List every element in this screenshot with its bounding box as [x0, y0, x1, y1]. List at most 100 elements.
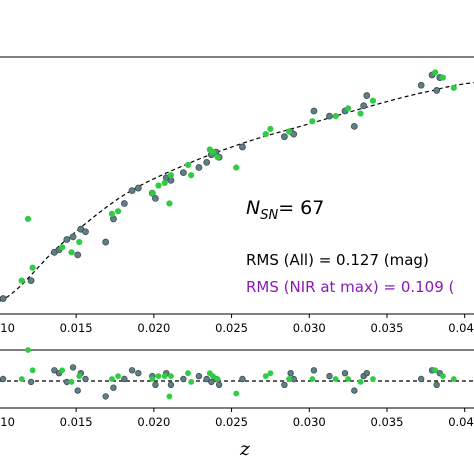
main-x-tick-label: 0.025 — [215, 321, 248, 335]
gray-data-point — [326, 112, 333, 120]
green-data-point — [345, 105, 352, 112]
gray-residual-point — [27, 378, 35, 386]
green-residual-point — [440, 373, 446, 379]
green-data-point — [155, 182, 162, 189]
gray-residual-point — [417, 375, 425, 383]
main-x-tick-labels: 0.010 0.015 0.020 0.025 0.030 0.035 0.040 — [0, 321, 474, 335]
gray-data-point — [102, 238, 110, 246]
gray-residual-point — [195, 372, 203, 380]
green-data-point — [432, 69, 439, 76]
annotations: NSN= 67 RMS (All) = 0.127 (mag) RMS (NIR… — [246, 197, 454, 296]
green-residual-point — [18, 376, 25, 382]
green-residual-point — [68, 379, 75, 385]
green-residual-point — [432, 367, 439, 374]
gray-data-point — [363, 92, 371, 99]
green-residual-point — [370, 376, 376, 382]
residual-x-tick-label: 0.040 — [448, 415, 474, 429]
green-residual-point — [59, 367, 66, 374]
gray-data-point — [433, 87, 441, 94]
green-data-point — [209, 148, 217, 156]
residual-panel — [0, 347, 474, 412]
gray-residual-point — [69, 364, 77, 371]
main-x-tick-label: 0.035 — [371, 321, 404, 335]
gray-data-point — [120, 200, 128, 207]
gray-residual-point — [135, 370, 142, 377]
green-residual-point — [450, 376, 457, 382]
green-data-point — [167, 172, 175, 179]
green-residual-point — [166, 393, 173, 400]
green-data-point — [214, 154, 221, 161]
gray-data-point — [152, 194, 159, 202]
green-data-point — [369, 97, 377, 104]
green-residual-point — [262, 373, 269, 379]
green-data-point — [149, 190, 156, 197]
n-sn-value: = 67 — [278, 197, 324, 219]
gray-data-point — [63, 236, 71, 243]
main-points — [0, 69, 457, 302]
main-panel — [0, 56, 474, 318]
gray-residual-point — [180, 375, 187, 383]
green-data-point — [166, 200, 173, 207]
green-data-point — [24, 215, 32, 223]
n-sn-symbol: N — [246, 197, 260, 219]
gray-residual-point — [281, 381, 288, 388]
green-residual-point — [267, 370, 274, 377]
green-residual-point — [168, 373, 174, 379]
main-x-tick-label: 0.020 — [137, 321, 170, 335]
green-data-point — [233, 164, 240, 171]
green-residual-point — [25, 347, 31, 353]
residual-x-tick-labels: 0.010 0.015 0.020 0.025 0.030 0.035 0.040 — [0, 415, 474, 429]
green-residual-point — [233, 390, 240, 397]
gray-data-point — [134, 184, 142, 192]
gray-data-point — [69, 233, 77, 241]
gray-data-point — [0, 295, 7, 302]
green-data-point — [450, 84, 457, 91]
gray-residual-point — [433, 381, 440, 388]
gray-residual-point — [341, 370, 349, 377]
gray-data-point — [179, 169, 187, 177]
gray-data-point — [128, 187, 136, 195]
n-sn-subscript: SN — [260, 208, 278, 223]
green-data-point — [267, 125, 274, 133]
green-residual-point — [29, 367, 36, 374]
green-residual-point — [76, 373, 83, 379]
gray-residual-point — [351, 387, 358, 394]
green-data-point — [357, 110, 364, 117]
gray-residual-point — [203, 375, 210, 383]
green-residual-point — [109, 376, 115, 382]
green-data-point — [68, 249, 75, 256]
main-plot-area — [0, 56, 474, 315]
residual-x-tick-label: 0.025 — [215, 415, 248, 429]
residual-x-tick-label: 0.030 — [293, 415, 326, 429]
green-residual-point — [345, 376, 352, 382]
gray-residual-point — [110, 384, 117, 391]
green-data-point — [309, 118, 316, 125]
gray-residual-point — [74, 387, 81, 394]
gray-residual-point — [51, 367, 58, 374]
gray-data-point — [417, 81, 425, 89]
green-residual-point — [161, 373, 168, 379]
green-residual-point — [332, 376, 339, 382]
gray-residual-point — [239, 375, 246, 383]
rms-nir-annotation: RMS (NIR at max) = 0.109 ( — [246, 278, 454, 296]
green-data-point — [115, 208, 122, 215]
x-axis-label: z — [239, 438, 251, 460]
green-data-point — [332, 113, 339, 120]
gray-data-point — [203, 158, 211, 166]
green-residual-point — [155, 373, 162, 379]
green-residual-point — [188, 379, 195, 385]
main-x-tick-label: 0.010 — [0, 321, 15, 335]
gray-residual-point — [287, 370, 294, 377]
main-x-tick-label: 0.040 — [448, 321, 474, 335]
green-data-point — [439, 74, 447, 81]
gray-residual-point — [326, 372, 333, 380]
gray-data-point — [350, 122, 358, 130]
gray-residual-point — [102, 393, 109, 400]
green-data-point — [161, 179, 168, 187]
gray-residual-point — [167, 381, 175, 388]
green-data-point — [262, 131, 269, 138]
gray-residual-point — [128, 367, 136, 374]
gray-data-point — [280, 133, 288, 141]
green-data-point — [59, 244, 66, 251]
